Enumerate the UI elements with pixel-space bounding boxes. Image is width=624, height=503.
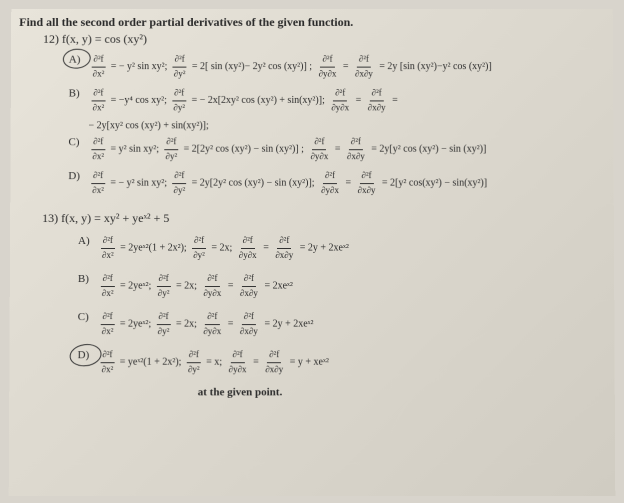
answer-13d-math: ∂²f∂x² = yeˣ²(1 + 2x²); ∂²f∂y² = x; ∂²f∂… xyxy=(98,348,607,376)
answer-13-letter-c: C) xyxy=(78,310,98,324)
answer-12c: C) ∂²f∂x² = y² sin xy²; ∂²f∂y² = 2[2y² c… xyxy=(68,135,605,163)
problem-13-answers: A) ∂²f∂x² = 2yeˣ²(1 + 2x²); ∂²f∂y² = 2x;… xyxy=(77,234,606,376)
answer-13b-math: ∂²f∂x² = 2yeˣ²; ∂²f∂y² = 2x; ∂²f∂y∂x = ∂… xyxy=(98,272,606,300)
answer-13c-math: ∂²f∂x² = 2yeˣ²; ∂²f∂y² = 2x; ∂²f∂y∂x = ∂… xyxy=(98,310,607,338)
answer-13d: D) ∂²f∂x² = yeˣ²(1 + 2x²); ∂²f∂y² = x; ∂… xyxy=(77,348,606,376)
answer-12c-math: ∂²f∂x² = y² sin xy²; ∂²f∂y² = 2[2y² cos … xyxy=(88,135,605,163)
answer-13-letter-d: D) xyxy=(78,348,98,362)
bottom-cutoff-text: at the given point. xyxy=(198,386,607,398)
answer-letter-d: D) xyxy=(68,169,88,183)
answer-13-letter-b: B) xyxy=(78,272,98,286)
problem-12-answers: A) ∂²f∂x² = − y² sin xy²; ∂²f∂y² = 2[ si… xyxy=(68,53,605,197)
answer-letter-a: A) xyxy=(69,53,89,67)
answer-12b-continuation: − 2y[xy² cos (xy²) + sin(xy²)]; xyxy=(88,120,605,131)
answer-13a: A) ∂²f∂x² = 2yeˣ²(1 + 2x²); ∂²f∂y² = 2x;… xyxy=(78,234,606,262)
problem-12-function: f(x, y) = cos (xy²) xyxy=(62,32,147,46)
answer-13-letter-a: A) xyxy=(78,234,98,248)
answer-letter-b: B) xyxy=(69,87,89,101)
answer-12d: D) ∂²f∂x² = − y² sin xy²; ∂²f∂y² = 2y[2y… xyxy=(68,169,605,197)
answer-12b: B) ∂²f∂x² = −y⁴ cos xy²; ∂²f∂y² = − 2x[2… xyxy=(69,87,606,115)
answer-12a-math: ∂²f∂x² = − y² sin xy²; ∂²f∂y² = 2[ sin (… xyxy=(89,53,605,81)
problem-13-number: 13) xyxy=(42,211,58,225)
worksheet-page: Find all the second order partial deriva… xyxy=(9,9,616,496)
answer-12d-math: ∂²f∂x² = − y² sin xy²; ∂²f∂y² = 2y[2y² c… xyxy=(88,169,606,197)
answer-13b: B) ∂²f∂x² = 2yeˣ²; ∂²f∂y² = 2x; ∂²f∂y∂x … xyxy=(78,272,606,300)
problem-12-statement: 12) f(x, y) = cos (xy²) xyxy=(43,32,605,47)
answer-12a: A) ∂²f∂x² = − y² sin xy²; ∂²f∂y² = 2[ si… xyxy=(69,53,605,81)
answer-12b-math: ∂²f∂x² = −y⁴ cos xy²; ∂²f∂y² = − 2x[2xy²… xyxy=(89,87,606,115)
problem-13-function: f(x, y) = xy² + yeˣ² + 5 xyxy=(61,211,169,225)
instruction-header: Find all the second order partial deriva… xyxy=(19,15,605,30)
problem-13-statement: 13) f(x, y) = xy² + yeˣ² + 5 xyxy=(42,211,606,226)
problem-12-number: 12) xyxy=(43,32,59,46)
answer-13c: C) ∂²f∂x² = 2yeˣ²; ∂²f∂y² = 2x; ∂²f∂y∂x … xyxy=(78,310,607,338)
answer-letter-c: C) xyxy=(68,135,88,149)
answer-13a-math: ∂²f∂x² = 2yeˣ²(1 + 2x²); ∂²f∂y² = 2x; ∂²… xyxy=(98,234,606,262)
